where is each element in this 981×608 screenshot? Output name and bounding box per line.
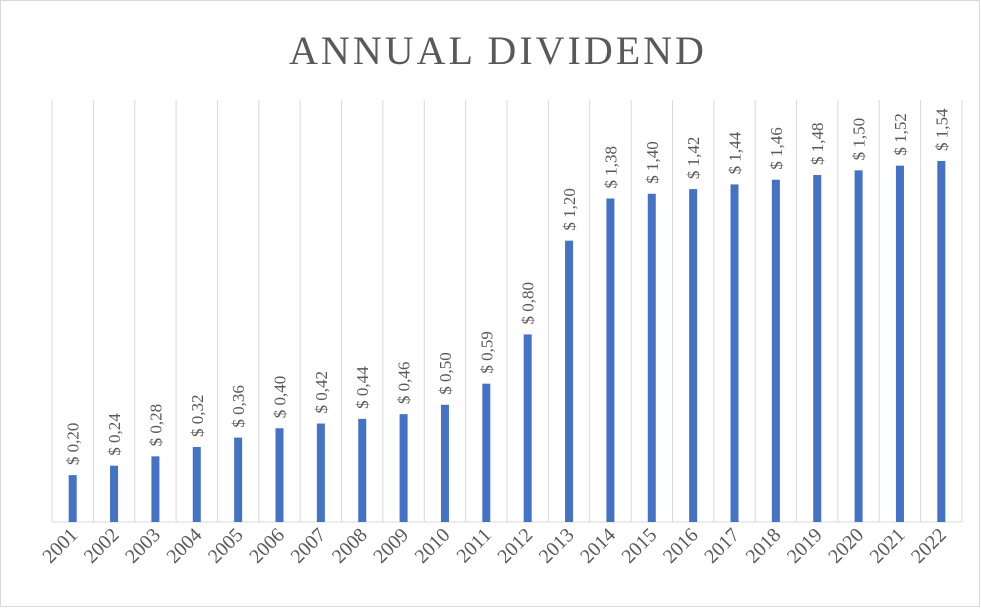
data-label: $ 0,40	[271, 376, 290, 419]
data-label: $ 0,42	[312, 371, 331, 414]
data-label: $ 1,44	[726, 131, 745, 174]
data-label: $ 0,46	[395, 362, 414, 405]
bar	[647, 193, 656, 522]
data-label: $ 1,50	[850, 118, 869, 161]
data-label: $ 0,50	[436, 352, 455, 395]
bar	[151, 456, 160, 522]
bar	[689, 189, 698, 523]
bar	[895, 165, 904, 522]
data-label: $ 0,36	[229, 385, 248, 427]
bar	[275, 428, 284, 522]
bar	[523, 334, 532, 522]
data-label: $ 1,48	[808, 123, 827, 166]
bar	[399, 414, 408, 522]
bar	[854, 170, 863, 523]
data-label: $ 0,24	[105, 413, 124, 456]
bar	[730, 184, 739, 522]
data-label: $ 1,52	[891, 113, 910, 156]
data-label: $ 1,38	[601, 146, 620, 189]
data-label: $ 0,44	[353, 366, 372, 409]
data-label: $ 1,42	[684, 137, 703, 180]
bar	[440, 404, 449, 522]
bar	[565, 240, 574, 522]
chart-title: ANNUAL DIVIDEND	[289, 28, 707, 73]
data-label: $ 0,28	[146, 404, 165, 447]
data-label: $ 0,20	[64, 423, 83, 466]
data-label: $ 1,40	[643, 141, 662, 184]
bar	[110, 465, 119, 522]
bar	[358, 418, 367, 522]
data-label: $ 0,80	[519, 282, 538, 325]
bar	[316, 423, 325, 522]
bar	[192, 446, 201, 522]
bar	[813, 175, 822, 522]
bar	[606, 198, 615, 522]
data-label: $ 0,59	[477, 331, 496, 374]
data-label: $ 0,32	[188, 394, 207, 437]
data-label: $ 1,20	[560, 188, 579, 231]
bar	[771, 179, 780, 522]
data-label: $ 1,54	[932, 108, 951, 151]
bar	[482, 383, 491, 522]
bar	[234, 437, 243, 522]
bar	[68, 475, 77, 522]
bar	[937, 160, 946, 522]
data-label: $ 1,46	[767, 127, 786, 170]
